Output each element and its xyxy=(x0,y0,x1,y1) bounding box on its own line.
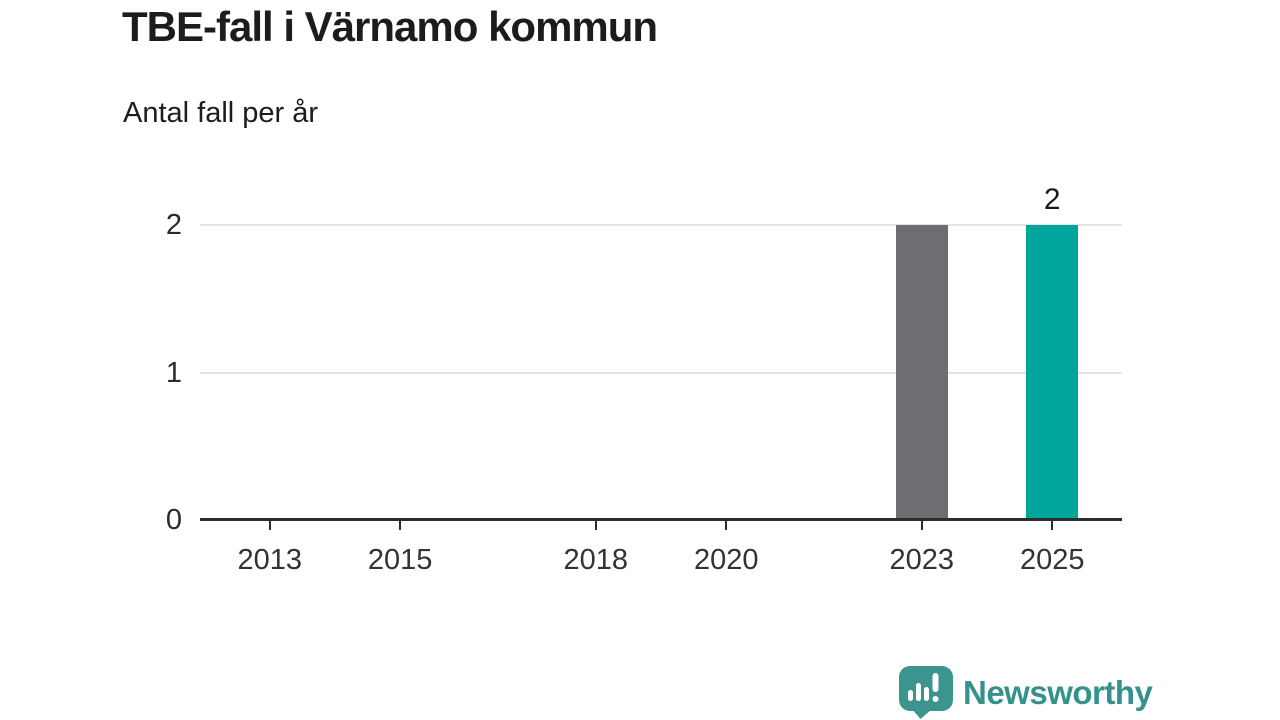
bar-value-label-2025: 2 xyxy=(1043,183,1061,216)
x-axis-line xyxy=(200,518,1122,521)
x-tick-2020 xyxy=(725,521,728,530)
newsworthy-logo-icon xyxy=(899,666,953,719)
bar-2025 xyxy=(1026,225,1079,520)
x-axis-label-2025: 2025 xyxy=(1019,544,1085,576)
y-axis-label-1: 1 xyxy=(165,356,182,389)
x-axis-label-2015: 2015 xyxy=(367,544,433,576)
brand-name: Newsworthy xyxy=(963,673,1153,711)
x-tick-2018 xyxy=(594,521,597,530)
brand-footer: Newsworthy xyxy=(899,666,1153,719)
bar-2023 xyxy=(895,225,948,520)
chart-subtitle: Antal fall per år xyxy=(123,97,319,129)
x-axis-label-2018: 2018 xyxy=(563,544,629,576)
plot-area: 0 1 2 2 2013 2015 2018 2020 2023 2025 xyxy=(166,183,1122,576)
y-axis-label-2: 2 xyxy=(165,209,182,241)
x-tick-2025 xyxy=(1051,521,1054,530)
x-axis-label-2023: 2023 xyxy=(889,544,955,576)
x-axis-label-2020: 2020 xyxy=(693,544,759,576)
y-axis-label-0: 0 xyxy=(165,504,182,536)
gridline-y-2 xyxy=(200,224,1122,226)
x-tick-2013 xyxy=(268,521,271,530)
x-tick-2015 xyxy=(399,521,402,530)
x-axis-label-2013: 2013 xyxy=(237,544,303,576)
gridline-y-1 xyxy=(200,371,1122,374)
x-tick-2023 xyxy=(920,521,923,530)
chart-title: TBE-fall i Värnamo kommun xyxy=(122,3,658,50)
